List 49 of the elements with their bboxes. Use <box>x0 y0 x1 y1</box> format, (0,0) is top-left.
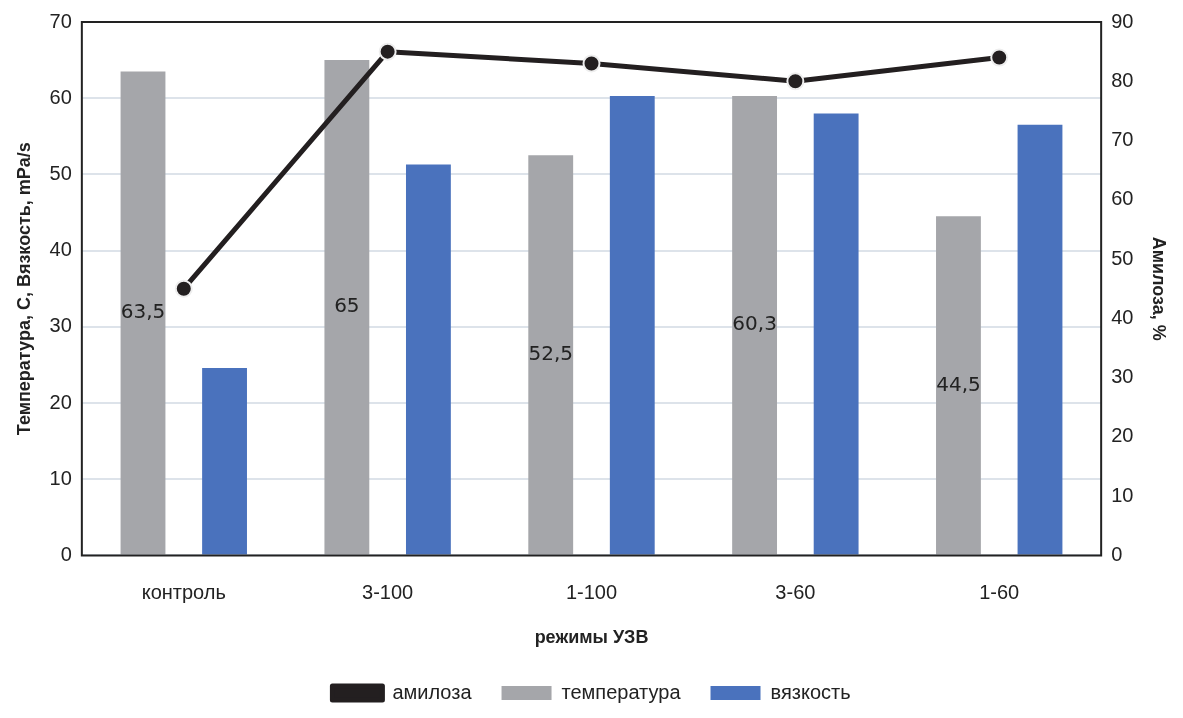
data-label: 63,5 <box>120 299 166 324</box>
bar <box>528 155 574 555</box>
legend-label: амилоза <box>392 680 473 703</box>
legend-label: вязкость <box>770 680 851 703</box>
y-tick-label: 30 <box>49 314 72 337</box>
y2-tick-label: 30 <box>1111 365 1134 388</box>
x-tick-label: 3-60 <box>775 580 816 603</box>
y2-tick-label: 60 <box>1111 187 1134 210</box>
bar <box>936 216 981 555</box>
y2-tick-label: 0 <box>1111 542 1123 565</box>
point <box>582 54 601 73</box>
bar <box>405 164 451 555</box>
x-tick-label: 1-60 <box>979 580 1020 603</box>
y-tick-label: 40 <box>49 238 72 261</box>
x-axis-title: режимы УЗВ <box>534 627 649 648</box>
bar <box>1017 124 1063 555</box>
y-tick-label: 60 <box>49 85 72 108</box>
bar <box>202 367 247 555</box>
y2-tick-label: 90 <box>1111 9 1134 32</box>
bar <box>324 60 370 555</box>
y2-tick-label: 20 <box>1111 424 1134 447</box>
x-tick-label: контроль <box>141 580 226 603</box>
point <box>786 72 805 91</box>
y-tick-label: 20 <box>49 390 72 413</box>
legend-label: температура <box>561 680 682 703</box>
bar <box>609 95 655 555</box>
y2-tick-label: 70 <box>1111 128 1134 151</box>
y-axis-title: Температура, С, Вязкость, mPa/s <box>13 142 34 436</box>
x-tick-label: 3-100 <box>362 580 414 603</box>
x-tick-label: 1-100 <box>565 580 618 603</box>
y2-tick-label: 80 <box>1111 68 1134 91</box>
y-tick-label: 70 <box>49 9 72 32</box>
bar <box>120 71 166 555</box>
data-label: 44,5 <box>936 371 981 396</box>
y2-tick-label: 40 <box>1111 305 1134 328</box>
data-label: 52,5 <box>528 341 573 366</box>
y2-axis-title: Амилоза, % <box>1149 236 1170 341</box>
y-tick-label: 50 <box>49 161 72 184</box>
bar <box>813 113 859 555</box>
y-tick-label: 10 <box>49 466 72 489</box>
y2-tick-label: 50 <box>1111 246 1134 269</box>
data-label: 60,3 <box>732 311 777 336</box>
point <box>378 42 397 61</box>
point <box>174 279 193 298</box>
data-label: 65 <box>334 293 360 318</box>
point <box>990 48 1009 67</box>
y-tick-label: 0 <box>60 542 72 565</box>
y2-tick-label: 10 <box>1111 483 1134 506</box>
bar <box>732 95 778 555</box>
